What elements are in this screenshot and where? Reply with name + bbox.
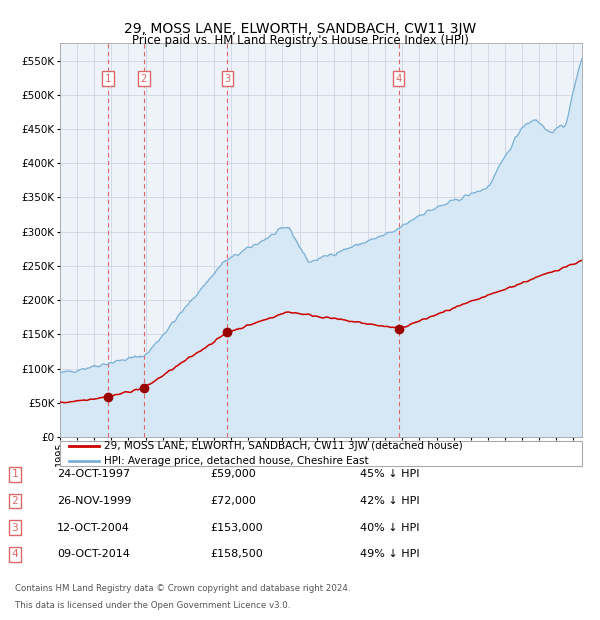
Text: Contains HM Land Registry data © Crown copyright and database right 2024.: Contains HM Land Registry data © Crown c… — [15, 584, 350, 593]
Text: 2: 2 — [141, 74, 147, 84]
Text: HPI: Average price, detached house, Cheshire East: HPI: Average price, detached house, Ches… — [104, 456, 368, 466]
Text: 45% ↓ HPI: 45% ↓ HPI — [360, 469, 419, 479]
Text: Price paid vs. HM Land Registry's House Price Index (HPI): Price paid vs. HM Land Registry's House … — [131, 34, 469, 47]
Text: 4: 4 — [11, 549, 19, 559]
Text: £72,000: £72,000 — [210, 496, 256, 506]
Text: 12-OCT-2004: 12-OCT-2004 — [57, 523, 130, 533]
Text: 29, MOSS LANE, ELWORTH, SANDBACH, CW11 3JW: 29, MOSS LANE, ELWORTH, SANDBACH, CW11 3… — [124, 22, 476, 36]
Text: 29, MOSS LANE, ELWORTH, SANDBACH, CW11 3JW (detached house): 29, MOSS LANE, ELWORTH, SANDBACH, CW11 3… — [104, 441, 463, 451]
Text: 1: 1 — [11, 469, 19, 479]
Text: £153,000: £153,000 — [210, 523, 263, 533]
Text: 4: 4 — [395, 74, 401, 84]
Text: 1: 1 — [105, 74, 111, 84]
Text: 2: 2 — [11, 496, 19, 506]
Text: 42% ↓ HPI: 42% ↓ HPI — [360, 496, 419, 506]
Text: 3: 3 — [11, 523, 19, 533]
Text: 26-NOV-1999: 26-NOV-1999 — [57, 496, 131, 506]
Text: 24-OCT-1997: 24-OCT-1997 — [57, 469, 130, 479]
Text: This data is licensed under the Open Government Licence v3.0.: This data is licensed under the Open Gov… — [15, 601, 290, 611]
Text: £59,000: £59,000 — [210, 469, 256, 479]
Text: 49% ↓ HPI: 49% ↓ HPI — [360, 549, 419, 559]
Text: 09-OCT-2014: 09-OCT-2014 — [57, 549, 130, 559]
Text: 3: 3 — [224, 74, 230, 84]
Text: £158,500: £158,500 — [210, 549, 263, 559]
Text: 40% ↓ HPI: 40% ↓ HPI — [360, 523, 419, 533]
